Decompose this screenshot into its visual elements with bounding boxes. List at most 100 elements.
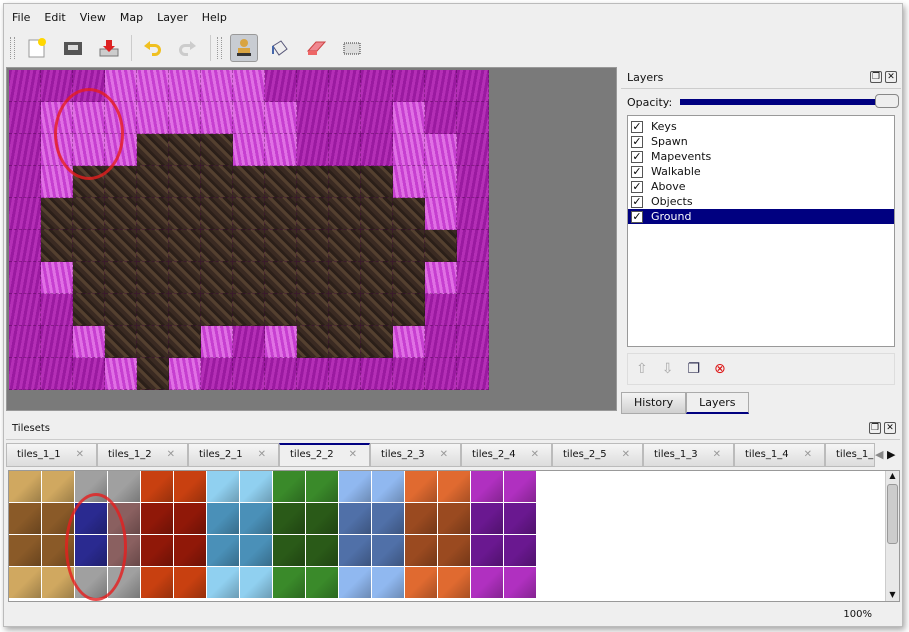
map-tile[interactable] (457, 166, 489, 198)
tileset-tile[interactable] (174, 535, 207, 567)
map-tile[interactable] (137, 262, 169, 294)
map-tile[interactable] (9, 198, 41, 230)
map-tile[interactable] (41, 198, 73, 230)
vertical-scrollbar[interactable]: ▲ ▼ (885, 471, 899, 601)
map-tile[interactable] (233, 166, 265, 198)
tileset-tile[interactable] (240, 503, 273, 535)
menu-layer[interactable]: Layer (157, 11, 188, 24)
map-tile[interactable] (137, 102, 169, 134)
tab-history[interactable]: History (621, 392, 687, 414)
map-tile[interactable] (329, 230, 361, 262)
map-tile[interactable] (137, 294, 169, 326)
tileset-tile[interactable] (240, 535, 273, 567)
map-tile[interactable] (297, 262, 329, 294)
visibility-checkbox[interactable]: ✓ (631, 209, 643, 223)
tileset-tile[interactable] (339, 503, 372, 535)
map-tile[interactable] (41, 358, 73, 390)
map-tile[interactable] (105, 262, 137, 294)
scroll-down-icon[interactable]: ▼ (889, 590, 896, 599)
opacity-slider[interactable] (680, 94, 899, 108)
map-tile[interactable] (169, 166, 201, 198)
map-canvas[interactable] (9, 70, 489, 390)
map-tile[interactable] (9, 358, 41, 390)
layer-item[interactable]: ✓ Mapevents (628, 149, 894, 164)
map-tile[interactable] (425, 358, 457, 390)
tab-layers[interactable]: Layers (686, 392, 749, 414)
map-tile[interactable] (329, 326, 361, 358)
layer-item[interactable]: ✓ Objects (628, 194, 894, 209)
tileset-tile[interactable] (141, 535, 174, 567)
map-tile[interactable] (361, 102, 393, 134)
tab-tileset[interactable]: tiles_2_4 ✕ (461, 443, 552, 467)
map-tile[interactable] (297, 70, 329, 102)
close-tab-icon[interactable]: ✕ (621, 449, 630, 460)
map-tile[interactable] (457, 198, 489, 230)
tileset-tile[interactable] (174, 471, 207, 503)
layer-item[interactable]: ✓ Walkable (628, 164, 894, 179)
float-icon[interactable]: ❐ (869, 422, 881, 434)
map-tile[interactable] (9, 262, 41, 294)
map-tile[interactable] (201, 230, 233, 262)
map-tile[interactable] (457, 358, 489, 390)
map-tile[interactable] (457, 134, 489, 166)
stamp-brush-icon[interactable] (230, 34, 258, 62)
map-tile[interactable] (329, 262, 361, 294)
map-tile[interactable] (265, 166, 297, 198)
map-tile[interactable] (41, 262, 73, 294)
map-tile[interactable] (233, 230, 265, 262)
tab-tileset[interactable]: tiles_1_3 ✕ (643, 443, 734, 467)
map-tile[interactable] (73, 294, 105, 326)
map-tile[interactable] (41, 326, 73, 358)
map-tile[interactable] (169, 102, 201, 134)
close-tab-icon[interactable]: ✕ (439, 449, 448, 460)
map-tile[interactable] (9, 102, 41, 134)
map-tile[interactable] (425, 166, 457, 198)
map-tile[interactable] (393, 134, 425, 166)
map-tile[interactable] (361, 358, 393, 390)
map-tile[interactable] (393, 358, 425, 390)
map-tile[interactable] (329, 198, 361, 230)
map-tile[interactable] (297, 166, 329, 198)
map-tile[interactable] (233, 70, 265, 102)
map-tile[interactable] (233, 326, 265, 358)
opacity-slider-handle[interactable] (875, 94, 899, 108)
map-tile[interactable] (265, 294, 297, 326)
map-tile[interactable] (297, 230, 329, 262)
tileset-tile[interactable] (273, 567, 306, 599)
tileset-tile[interactable] (339, 567, 372, 599)
tab-scroll-right-icon[interactable]: ▶ (887, 448, 896, 461)
map-tile[interactable] (201, 198, 233, 230)
map-tile[interactable] (105, 294, 137, 326)
map-tile[interactable] (425, 102, 457, 134)
map-tile[interactable] (297, 358, 329, 390)
tileset-tile[interactable] (207, 535, 240, 567)
map-view[interactable] (6, 67, 617, 411)
map-tile[interactable] (233, 262, 265, 294)
tileset-tile[interactable] (240, 471, 273, 503)
tileset-tile[interactable] (240, 567, 273, 599)
tileset-tile[interactable] (141, 567, 174, 599)
tileset-view[interactable]: ▲ ▼ (8, 470, 900, 602)
map-tile[interactable] (137, 230, 169, 262)
map-tile[interactable] (361, 134, 393, 166)
menu-map[interactable]: Map (119, 11, 144, 24)
tileset-tile[interactable] (174, 503, 207, 535)
map-tile[interactable] (201, 294, 233, 326)
map-tile[interactable] (425, 230, 457, 262)
map-tile[interactable] (393, 102, 425, 134)
map-tile[interactable] (169, 294, 201, 326)
tileset-tile[interactable] (9, 471, 42, 503)
tileset-tile[interactable] (273, 471, 306, 503)
map-tile[interactable] (233, 134, 265, 166)
map-tile[interactable] (9, 166, 41, 198)
close-tab-icon[interactable]: ✕ (257, 449, 266, 460)
close-icon[interactable]: ✕ (885, 71, 897, 83)
map-tile[interactable] (9, 230, 41, 262)
tileset-tile[interactable] (438, 471, 471, 503)
layer-item-selected[interactable]: ✓ Ground (628, 209, 894, 224)
visibility-checkbox[interactable]: ✓ (631, 119, 643, 133)
map-tile[interactable] (361, 326, 393, 358)
close-tab-icon[interactable]: ✕ (530, 449, 539, 460)
menu-file[interactable]: File (12, 11, 31, 24)
map-tile[interactable] (457, 102, 489, 134)
